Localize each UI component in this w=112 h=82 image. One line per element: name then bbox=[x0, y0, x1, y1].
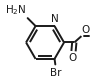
Text: Br: Br bbox=[49, 68, 61, 78]
Text: O: O bbox=[68, 53, 76, 63]
Text: H$_2$N: H$_2$N bbox=[5, 3, 27, 17]
Text: N: N bbox=[50, 14, 58, 24]
Text: O: O bbox=[81, 25, 89, 35]
